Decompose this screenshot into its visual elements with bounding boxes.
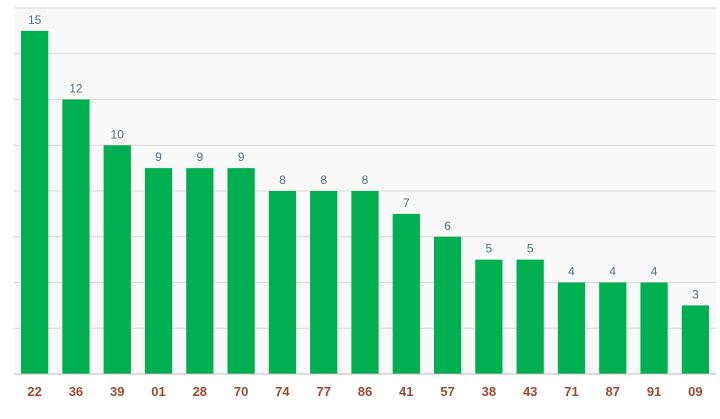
bar-91 [640,282,668,374]
bar-57 [433,236,462,374]
value-label-57: 6 [444,219,451,233]
x-tick-label-87: 87 [606,384,620,399]
value-label-43: 5 [527,242,534,256]
value-label-86: 8 [362,173,369,187]
value-label-71: 4 [568,265,575,279]
value-label-22: 15 [28,13,42,27]
x-tick-label-71: 71 [564,384,578,399]
x-tick-label-09: 09 [688,384,702,399]
x-tick-label-77: 77 [316,384,330,399]
bar-87 [599,282,627,374]
x-tick-label-43: 43 [523,384,537,399]
value-label-91: 4 [651,265,658,279]
bar-77 [310,191,338,374]
x-axis-labels: 22 36 39 01 28 70 74 77 86 41 57 38 43 71 87 91 09 [27,384,702,399]
bar-43 [516,259,544,374]
bar-28 [186,168,214,374]
x-tick-label-36: 36 [69,384,83,399]
value-label-09: 3 [692,287,699,301]
bar-71 [557,282,586,374]
x-tick-label-70: 70 [234,384,248,399]
bar-86 [351,191,379,374]
bar-36 [62,99,90,374]
value-labels: 15 12 10 9 9 9 8 8 8 7 6 5 5 4 4 4 3 [28,13,699,302]
value-label-01: 9 [155,150,162,164]
value-label-74: 8 [279,173,286,187]
value-label-36: 12 [69,82,83,96]
x-tick-label-57: 57 [440,384,454,399]
value-label-87: 4 [609,265,616,279]
x-tick-label-01: 01 [151,384,165,399]
bar-22 [21,30,49,374]
x-tick-label-22: 22 [27,384,41,399]
bar-74 [268,191,297,374]
x-tick-label-39: 39 [110,384,124,399]
value-label-39: 10 [111,127,125,141]
value-label-28: 9 [196,150,203,164]
value-label-77: 8 [320,173,327,187]
bars [21,30,709,374]
x-tick-label-86: 86 [358,384,372,399]
bar-70 [227,168,255,374]
value-label-70: 9 [238,150,245,164]
x-tick-label-38: 38 [482,384,496,399]
x-tick-label-41: 41 [399,384,413,399]
x-tick-label-91: 91 [647,384,661,399]
bar-41 [392,213,420,374]
value-label-41: 7 [403,196,410,210]
value-label-38: 5 [486,242,493,256]
bar-39 [103,145,131,374]
bar-01 [144,168,173,374]
bar-38 [475,259,503,374]
bar-09 [681,305,709,374]
x-tick-label-28: 28 [193,384,207,399]
x-tick-label-74: 74 [275,384,290,399]
